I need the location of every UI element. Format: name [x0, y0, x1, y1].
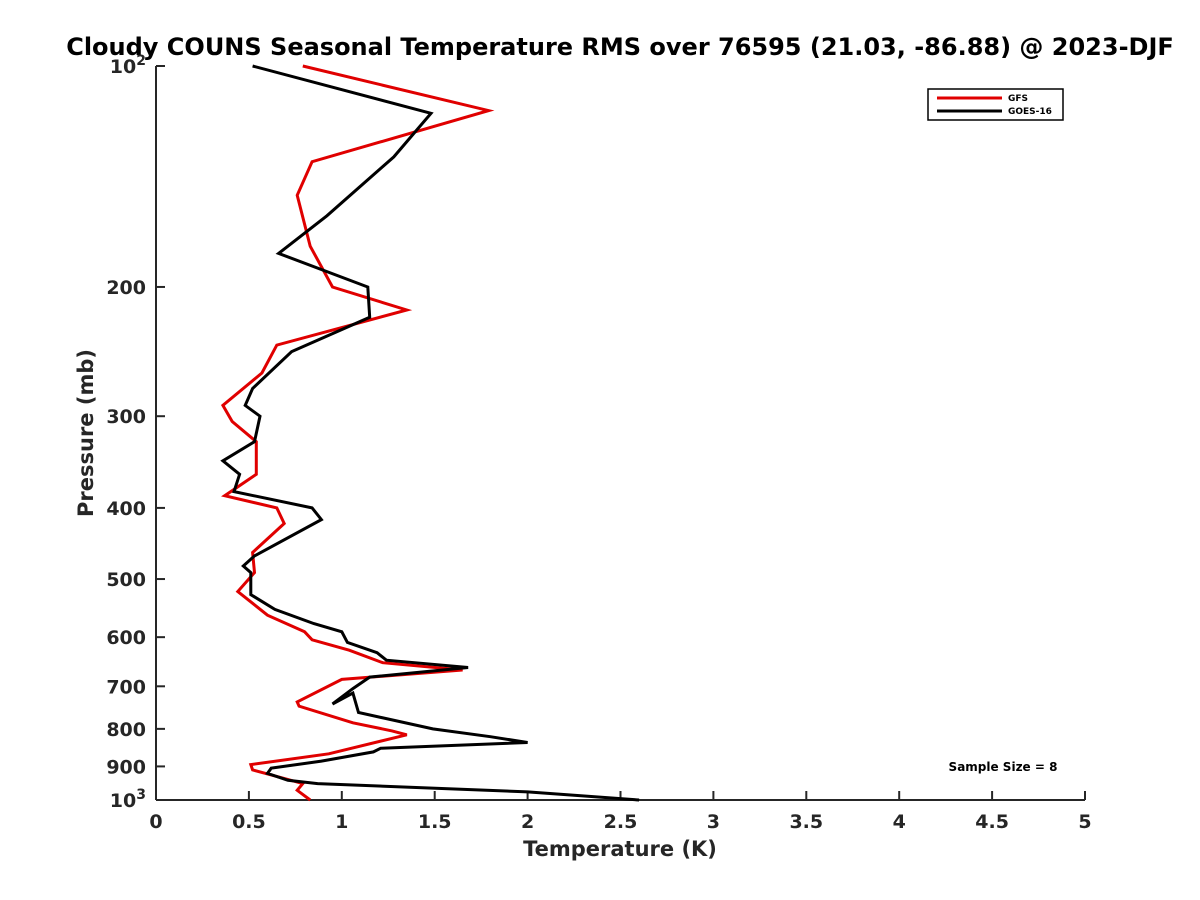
y-axis-label: Pressure (mb): [74, 349, 98, 517]
y-tick-label: 103: [110, 787, 146, 812]
x-tick-label: 4.5: [975, 811, 1009, 833]
chart-title: Cloudy COUNS Seasonal Temperature RMS ov…: [66, 33, 1174, 61]
y-tick-label: 800: [106, 719, 146, 741]
legend-label: GOES-16: [1008, 107, 1052, 117]
y-tick-label: 400: [106, 498, 146, 520]
legend-label: GFS: [1008, 94, 1028, 104]
series-layer: [220, 64, 640, 802]
y-tick-label: 500: [106, 569, 146, 591]
y-tick-label: 600: [106, 627, 146, 649]
x-tick-label: 2.5: [604, 811, 638, 833]
x-tick-label: 2: [521, 811, 534, 833]
y-tick-label: 102: [110, 53, 146, 78]
y-tick-label: 900: [106, 756, 146, 778]
x-tick-label: 0: [149, 811, 162, 833]
legend-box: [927, 88, 1064, 121]
y-tick-label: 300: [106, 406, 146, 428]
y-axis-ticks: 102 200 300 400 500 600 700 800 900 103: [106, 53, 165, 812]
x-tick-label: 4: [893, 811, 906, 833]
x-tick-label: 3.5: [789, 811, 823, 833]
sample-size-annotation: Sample Size = 8: [949, 760, 1058, 774]
x-tick-label: 0.5: [232, 811, 266, 833]
y-tick-label: 700: [106, 676, 146, 698]
x-axis-ticks: 0 0.5 1 1.5 2 2.5 3 3.5 4 4.5 5: [149, 791, 1092, 833]
x-axis-label: Temperature (K): [523, 837, 717, 861]
x-tick-label: 5: [1078, 811, 1091, 833]
x-tick-label: 1: [335, 811, 348, 833]
series-line-gfs: [220, 64, 495, 802]
series-line-goes-16: [220, 64, 640, 802]
x-tick-label: 3: [707, 811, 720, 833]
x-tick-label: 1.5: [418, 811, 452, 833]
legend: GFS GOES-16: [927, 88, 1064, 121]
y-tick-label: 200: [106, 277, 146, 299]
